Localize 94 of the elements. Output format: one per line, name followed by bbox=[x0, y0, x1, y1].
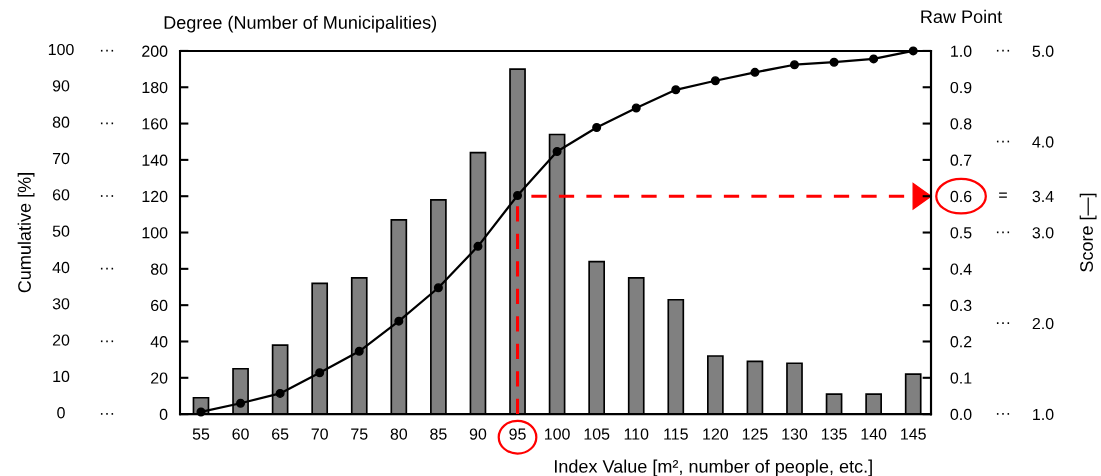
x-tick-label: 70 bbox=[311, 428, 328, 440]
text: 0 bbox=[57, 407, 65, 419]
point bbox=[513, 190, 523, 200]
y3-tick-label: 3.4 bbox=[1032, 190, 1054, 203]
point bbox=[552, 147, 562, 157]
text: ··· bbox=[100, 195, 114, 197]
x-tick-label: 120 bbox=[703, 428, 729, 440]
y2-tick-label: 0.8 bbox=[950, 118, 972, 130]
text: ··· bbox=[996, 140, 1010, 143]
text: 100 bbox=[48, 43, 74, 56]
text: 50 bbox=[52, 225, 70, 237]
point bbox=[789, 60, 800, 70]
text: 10 bbox=[53, 370, 70, 383]
text: 20 bbox=[52, 334, 70, 346]
point bbox=[829, 57, 839, 67]
x-tick-label: 125 bbox=[742, 428, 768, 440]
x-tick-label: 95 bbox=[509, 428, 526, 440]
x-tick-label: 130 bbox=[782, 428, 808, 440]
text: ··· bbox=[996, 413, 1010, 415]
y-axis-title: Degree (Number of Municipalities) bbox=[164, 15, 437, 33]
y-tick-label: 180 bbox=[142, 81, 168, 94]
x-tick-label: 55 bbox=[192, 428, 210, 440]
y-tick-label: 40 bbox=[150, 336, 168, 348]
text: 30 bbox=[52, 298, 70, 310]
text: ··· bbox=[100, 413, 114, 415]
x-tick-label: 85 bbox=[430, 428, 447, 440]
point bbox=[354, 346, 364, 356]
y-tick-label: 120 bbox=[142, 190, 168, 203]
x-tick-label: 110 bbox=[624, 428, 649, 440]
text: ··· bbox=[100, 340, 114, 343]
y2-tick-label: 0.2 bbox=[950, 336, 972, 348]
text: ··· bbox=[996, 231, 1010, 234]
y2-tick-label: 0.9 bbox=[950, 81, 972, 94]
x-tick-label: 105 bbox=[584, 428, 610, 440]
y3-tick-label: 5.0 bbox=[1032, 45, 1054, 57]
point bbox=[710, 76, 720, 86]
y-tick-label: 0 bbox=[159, 408, 168, 421]
point bbox=[433, 283, 443, 293]
y2-tick-label: 0.4 bbox=[950, 263, 972, 275]
text: 40 bbox=[52, 261, 70, 274]
x-tick-label: 75 bbox=[351, 428, 368, 440]
y2-tick-label: 1.0 bbox=[951, 45, 972, 57]
y-tick-label: 60 bbox=[151, 299, 168, 312]
y-tick-label: 20 bbox=[151, 372, 168, 384]
point bbox=[196, 407, 206, 417]
x-tick-label: 80 bbox=[390, 428, 408, 440]
point bbox=[473, 241, 483, 251]
y2-tick-label: 0.0 bbox=[950, 408, 972, 421]
x-tick-label: 65 bbox=[272, 428, 289, 440]
point bbox=[631, 103, 641, 113]
x-tick-label: 100 bbox=[544, 428, 570, 440]
y-tick-label: 80 bbox=[150, 263, 168, 275]
text: 90 bbox=[52, 80, 70, 92]
x-tick-label: 135 bbox=[821, 428, 847, 440]
y3-tick-label: 1.0 bbox=[1033, 408, 1054, 421]
x-tick-label: 115 bbox=[664, 428, 688, 440]
y-tick-label: 160 bbox=[142, 118, 168, 130]
text: ··· bbox=[100, 267, 114, 270]
y3-axis-title: Score [—] bbox=[1079, 193, 1097, 272]
x-tick-label: 60 bbox=[232, 428, 249, 440]
point bbox=[592, 123, 602, 133]
y2-tick-label: 0.3 bbox=[950, 299, 972, 312]
text: ··· bbox=[100, 122, 114, 125]
text: ··· bbox=[996, 49, 1010, 52]
text: 60 bbox=[52, 189, 70, 201]
y3-tick-label: 4.0 bbox=[1032, 136, 1054, 148]
text: 70 bbox=[52, 152, 70, 165]
point bbox=[315, 368, 325, 378]
y2-tick-label: 0.1 bbox=[950, 372, 972, 384]
point bbox=[275, 388, 285, 398]
y3-tick-label: 3.0 bbox=[1032, 227, 1054, 239]
point bbox=[394, 316, 404, 326]
point bbox=[908, 46, 918, 56]
point bbox=[750, 67, 760, 77]
text: Cumulative [%] bbox=[17, 173, 35, 293]
y2-tick-label: 0.5 bbox=[950, 227, 972, 239]
text: 80 bbox=[52, 116, 70, 128]
y2-axis-title: Raw Point bbox=[921, 9, 1003, 24]
x-axis-title: Index Value [m², number of people, etc.] bbox=[554, 459, 872, 476]
y-tick-label: 140 bbox=[142, 154, 168, 166]
text: ··· bbox=[100, 49, 114, 52]
x-tick-label: 90 bbox=[469, 428, 487, 440]
text: ··· bbox=[996, 322, 1010, 324]
y-tick-label: 100 bbox=[142, 227, 168, 239]
y3-tick-label: 2.0 bbox=[1032, 317, 1054, 330]
x-tick-label: 140 bbox=[861, 428, 887, 440]
point bbox=[671, 85, 681, 95]
y2-tick-label: 0.7 bbox=[950, 154, 972, 166]
point bbox=[869, 54, 879, 64]
y2-tick-label: 0.6 bbox=[950, 190, 972, 203]
y-tick-label: 200 bbox=[142, 45, 168, 57]
x-tick-label: 145 bbox=[901, 428, 926, 440]
text: = bbox=[999, 192, 1007, 198]
point bbox=[236, 398, 246, 408]
